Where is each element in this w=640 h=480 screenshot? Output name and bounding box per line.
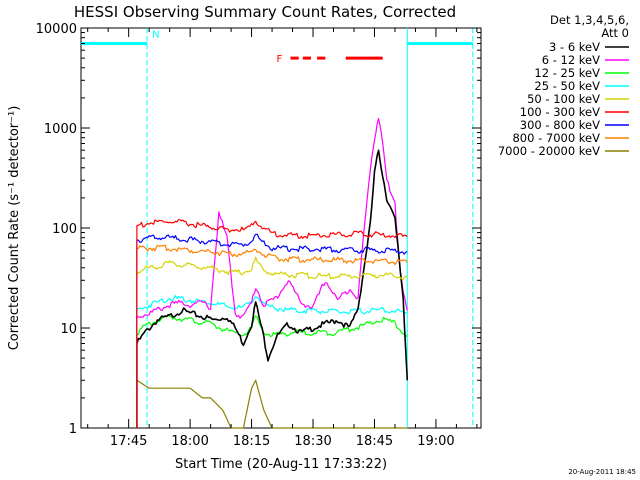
legend-label: 50 - 100 keV [527,92,600,106]
series-layer [136,118,409,429]
x-axis: 17:45 18:00 18:15 18:30 18:45 19:00 [87,28,478,449]
series-line-50-100-kev [136,256,408,428]
x-tick-label: 17:45 [110,434,147,449]
x-tick-label: 18:00 [171,434,208,449]
series-line-800-7000-kev [136,244,408,428]
legend-header-line-2: Att 0 [601,26,629,40]
y-tick-label: 10 [60,322,77,337]
series-line-25-50-kev [136,295,408,428]
x-tick-label: 19:00 [417,434,454,449]
series-line-3-6-kev [136,149,409,428]
plot-area [80,27,482,429]
footer-timestamp: 20-Aug-2011 18:45 [568,468,636,476]
x-tick-label: 18:30 [294,434,331,449]
y-tick-label: 10000 [36,22,77,37]
saa-label: F [276,54,282,65]
series-line-7000-20000-kev [136,379,408,429]
annotations: NF [81,28,474,428]
y-axis-label: Corrected Count Rate (s⁻¹ detector⁻¹) [7,106,22,351]
y-tick-label: 1 [69,422,77,437]
legend-label: 7000 - 20000 keV [498,144,600,158]
y-tick-label: 1000 [44,122,77,137]
x-tick-label: 18:15 [233,434,270,449]
legend-label: 800 - 7000 keV [512,131,600,145]
x-tick-label: 18:45 [356,434,393,449]
series-line-300-800-kev [136,233,408,428]
plot-frame [80,27,482,429]
x-axis-label: Start Time (20-Aug-11 17:33:22) [175,457,387,472]
night-label: N [152,29,159,40]
series-line-100-300-kev [136,219,408,428]
series-line-12-25-kev [136,315,408,428]
legend-label: 100 - 300 keV [520,105,600,119]
series-line-6-12-kev [136,118,408,428]
y-axis: 1 10 100 1000 10000 [36,22,481,437]
legend-label: 300 - 800 keV [520,118,600,132]
legend-label: 25 - 50 keV [534,79,600,93]
legend-label: 3 - 6 keV [549,40,600,54]
chart-title: HESSI Observing Summary Count Rates, Cor… [74,3,456,21]
legend-header-line-1: Det 1,3,4,5,6, [550,13,629,27]
legend-label: 6 - 12 keV [542,53,600,67]
y-tick-label: 100 [52,222,77,237]
legend-label: 12 - 25 keV [534,66,600,80]
